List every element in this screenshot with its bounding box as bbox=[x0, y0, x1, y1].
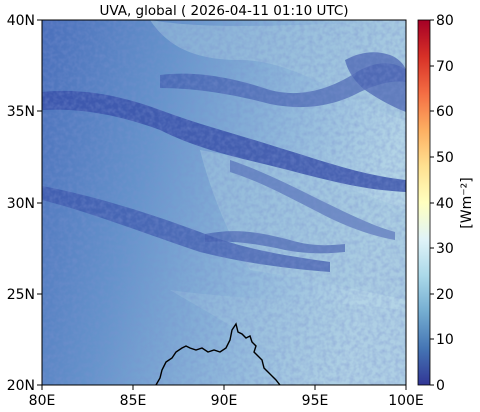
colorbar-tick-label: 80 bbox=[436, 13, 454, 29]
map-title: UVA, global ( 2026-04-11 01:10 UTC) bbox=[99, 3, 348, 19]
y-tick-label: 40N bbox=[7, 13, 35, 29]
y-tick-label: 25N bbox=[7, 287, 35, 303]
y-tick-label: 20N bbox=[7, 378, 35, 394]
colorbar-gradient bbox=[417, 19, 431, 386]
colorbar-tick-label: 10 bbox=[436, 332, 454, 348]
coastline bbox=[155, 322, 281, 385]
colorbar-tick-label: 70 bbox=[436, 59, 454, 75]
colorbar-tick-label: 20 bbox=[436, 287, 454, 303]
x-tick-label: 100E bbox=[388, 393, 424, 409]
colorbar: 0 10 20 30 40 50 60 70 80 [Wm⁻²] bbox=[417, 13, 475, 394]
colorbar-tick-label: 60 bbox=[436, 104, 454, 120]
x-tick-label: 85E bbox=[120, 393, 147, 409]
cloud-texture bbox=[42, 20, 406, 385]
x-tick-label: 95E bbox=[302, 393, 329, 409]
colorbar-tick-label: 0 bbox=[436, 378, 445, 394]
colorbar-tick-label: 40 bbox=[436, 196, 454, 212]
colorbar-tick-label: 30 bbox=[436, 241, 454, 257]
y-axis: 20N 25N 30N 35N 40N bbox=[7, 13, 42, 394]
x-tick-label: 90E bbox=[211, 393, 238, 409]
map-panel bbox=[42, 20, 406, 385]
colorbar-label: [Wm⁻²] bbox=[459, 177, 475, 228]
x-axis: 80E 85E 90E 95E 100E bbox=[29, 385, 424, 409]
colorbar-ticks bbox=[430, 19, 434, 386]
colorbar-tick-label: 50 bbox=[436, 150, 454, 166]
y-tick-label: 35N bbox=[7, 104, 35, 120]
x-tick-label: 80E bbox=[29, 393, 56, 409]
y-tick-label: 30N bbox=[7, 196, 35, 212]
